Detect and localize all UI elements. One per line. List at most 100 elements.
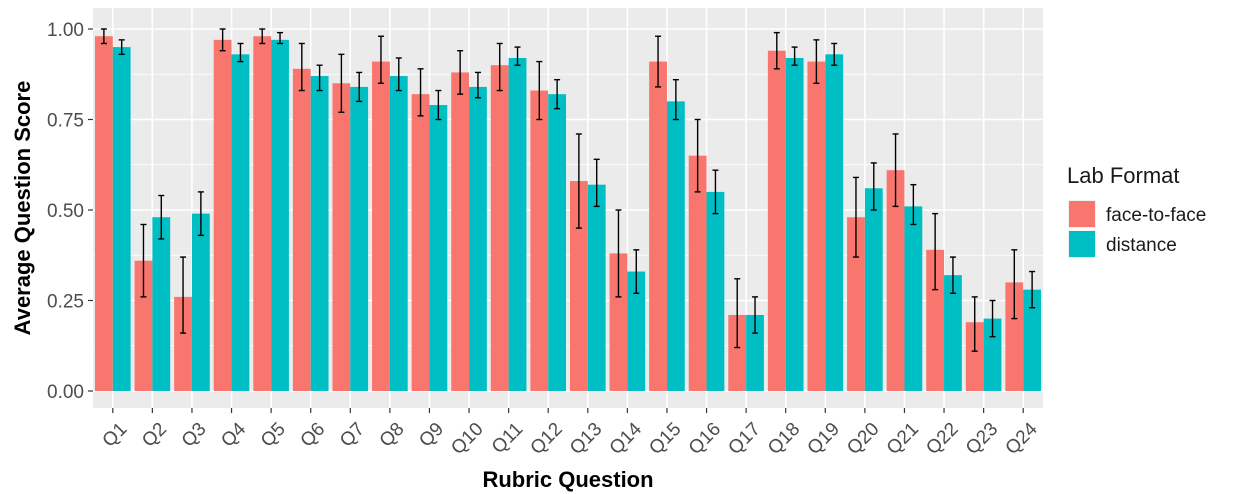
x-tick-label-Q4: Q4: [217, 418, 250, 451]
errorbar-face-to-face-Q3: [180, 256, 187, 334]
bar-face-to-face-Q23: [965, 322, 984, 391]
errorbar-face-to-face-Q11: [496, 42, 503, 92]
bar-face-to-face-Q21: [886, 170, 905, 391]
x-tick-label-Q13: Q13: [566, 419, 606, 459]
bar-face-to-face-Q4: [213, 39, 232, 392]
bar-distance-Q23: [983, 318, 1002, 391]
x-tick-label-Q2: Q2: [138, 419, 171, 452]
errorbar-face-to-face-Q2: [140, 223, 147, 298]
x-tick-label-Q11: Q11: [488, 419, 527, 458]
bar-distance-Q7: [350, 86, 369, 392]
x-tick-label-Q10: Q10: [447, 419, 487, 459]
errorbar-face-to-face-Q19: [813, 39, 820, 85]
bar-distance-Q12: [548, 94, 567, 391]
errorbar-distance-Q9: [435, 89, 442, 121]
errorbar-distance-Q21: [910, 183, 917, 226]
y-tick-label: 0.25: [47, 292, 84, 313]
errorbar-distance-Q20: [870, 162, 877, 211]
bar-face-to-face-Q5: [253, 36, 272, 392]
bar-face-to-face-Q1: [94, 36, 113, 392]
errorbar-face-to-face-Q24: [1011, 249, 1018, 320]
y-axis-title: Average Question Score: [10, 81, 35, 336]
bar-distance-Q6: [310, 76, 329, 391]
x-tick-label-Q23: Q23: [962, 419, 1002, 459]
bar-face-to-face-Q10: [451, 72, 470, 391]
bar-face-to-face-Q16: [688, 155, 707, 391]
y-tick-label: 0.50: [47, 201, 84, 222]
errorbar-distance-Q16: [712, 169, 719, 215]
x-tick-label-Q17: Q17: [724, 419, 764, 459]
errorbar-face-to-face-Q13: [575, 133, 582, 229]
x-tick-label-Q8: Q8: [376, 419, 409, 452]
x-tick-label-Q6: Q6: [297, 419, 330, 452]
errorbar-distance-Q6: [316, 64, 323, 92]
bar-face-to-face-Q24: [1005, 282, 1024, 391]
errorbar-face-to-face-Q14: [615, 209, 622, 298]
errorbar-face-to-face-Q10: [457, 50, 464, 95]
bar-face-to-face-Q18: [767, 50, 786, 391]
errorbar-distance-Q17: [752, 296, 759, 334]
error-bars: [100, 28, 1036, 352]
legend-title: Lab Format: [1067, 163, 1180, 188]
bar-distance-Q22: [944, 275, 962, 391]
bar-distance-Q8: [389, 76, 408, 391]
y-axis: 0.00 0.25 0.50 0.75 1.00: [47, 20, 93, 403]
legend-label: distance: [1106, 235, 1177, 256]
errorbar-distance-Q18: [791, 46, 798, 66]
bar-face-to-face-Q2: [134, 260, 153, 391]
errorbar-face-to-face-Q21: [892, 133, 899, 208]
bar-distance-Q18: [785, 57, 804, 392]
bar-distance-Q14: [627, 271, 646, 391]
y-tick-label: 0.75: [47, 111, 84, 132]
bar-distance-Q20: [864, 188, 883, 391]
errorbar-distance-Q22: [949, 256, 956, 294]
bar-distance-Q17: [746, 314, 764, 391]
errorbar-distance-Q7: [356, 71, 363, 103]
x-tick-label-Q21: Q21: [883, 419, 923, 459]
legend-swatch: [1069, 201, 1095, 227]
errorbar-face-to-face-Q6: [298, 42, 305, 92]
bar-face-to-face-Q11: [490, 65, 509, 391]
legend-item-face-to-face: face-to-face: [1068, 200, 1206, 228]
errorbar-face-to-face-Q20: [852, 176, 859, 258]
x-tick-label-Q5: Q5: [257, 419, 290, 452]
x-tick-label-Q12: Q12: [527, 419, 567, 459]
x-tick-label-Q24: Q24: [1002, 418, 1043, 459]
errorbar-distance-Q12: [554, 78, 561, 110]
bar-face-to-face-Q22: [926, 249, 945, 391]
errorbar-face-to-face-Q1: [100, 28, 107, 45]
bar-distance-Q1: [112, 47, 131, 391]
x-tick-label-Q18: Q18: [764, 419, 804, 459]
legend-swatch: [1069, 231, 1095, 257]
bar-distance-Q9: [429, 105, 448, 392]
errorbar-distance-Q19: [831, 42, 838, 66]
x-tick-label-Q3: Q3: [178, 419, 211, 452]
errorbar-face-to-face-Q17: [734, 278, 741, 349]
errorbar-face-to-face-Q9: [417, 68, 424, 117]
bar-face-to-face-Q9: [411, 94, 430, 391]
errorbar-distance-Q14: [633, 249, 640, 294]
y-tick-label: 0.00: [47, 382, 84, 403]
bar-distance-Q24: [1023, 289, 1042, 391]
bar-distance-Q2: [152, 217, 171, 391]
errorbar-face-to-face-Q5: [259, 28, 266, 45]
bar-distance-Q11: [508, 57, 527, 392]
bar-face-to-face-Q12: [530, 90, 549, 391]
bar-distance-Q3: [191, 213, 210, 391]
bar-distance-Q16: [706, 191, 725, 391]
errorbar-face-to-face-Q8: [377, 35, 384, 85]
errorbar-distance-Q1: [118, 39, 125, 56]
x-axis-title: Rubric Question: [482, 467, 653, 492]
x-tick-label-Q14: Q14: [606, 418, 647, 459]
bar-face-to-face-Q3: [174, 296, 192, 391]
errorbar-distance-Q4: [237, 42, 244, 63]
bars: [94, 36, 1042, 392]
errorbar-face-to-face-Q18: [773, 31, 780, 70]
bar-distance-Q13: [587, 184, 606, 391]
errorbar-distance-Q2: [158, 194, 165, 240]
x-tick-label-Q15: Q15: [645, 419, 685, 459]
errorbar-distance-Q11: [514, 46, 521, 66]
errorbar-face-to-face-Q16: [694, 118, 701, 193]
errorbar-face-to-face-Q12: [536, 60, 543, 121]
